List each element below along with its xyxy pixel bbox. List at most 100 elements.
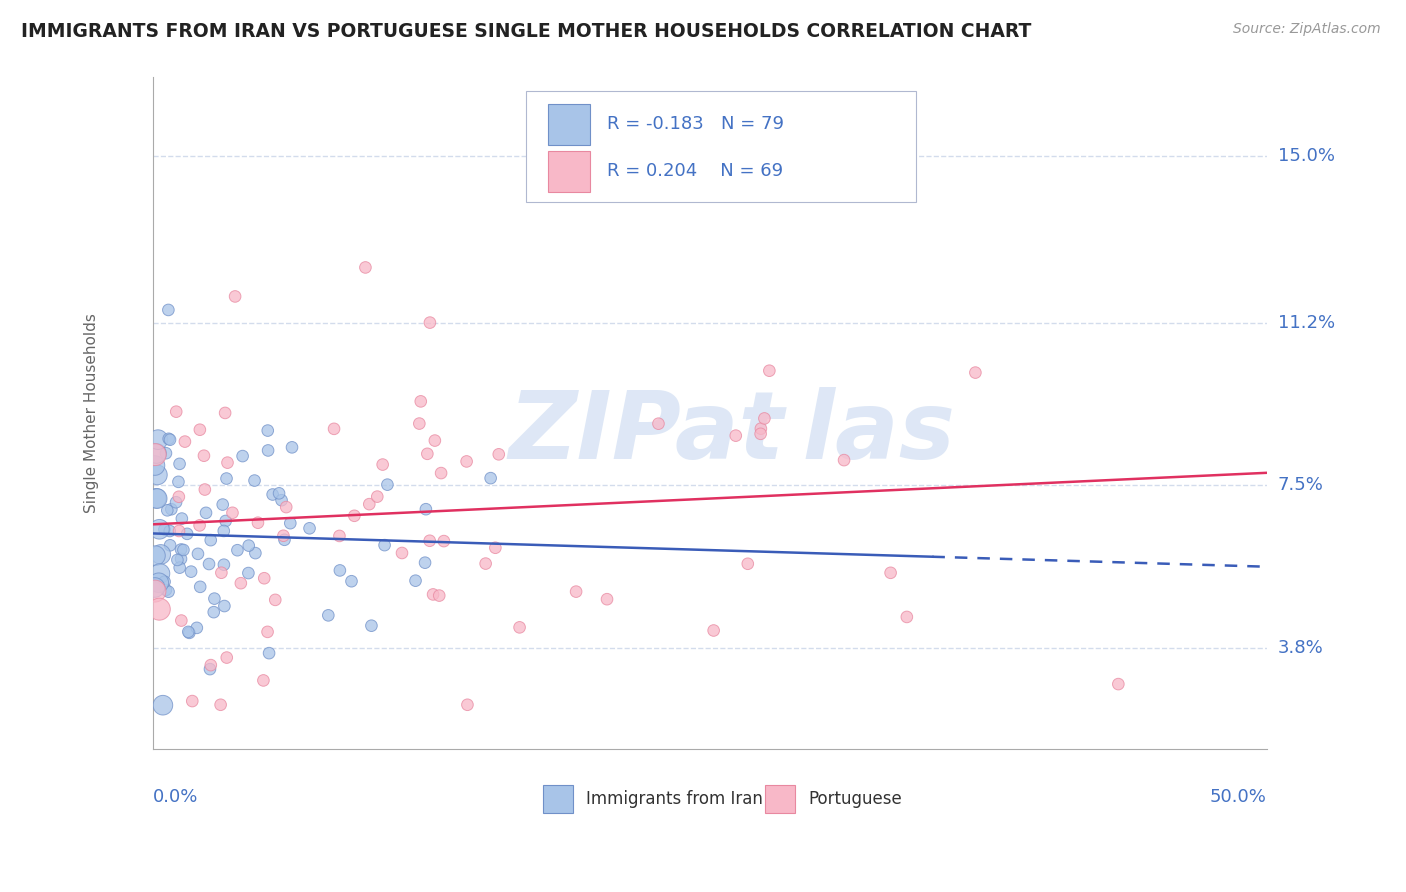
Point — [703, 624, 725, 638]
Point — [896, 610, 918, 624]
Point — [215, 650, 238, 665]
Text: R = -0.183   N = 79: R = -0.183 N = 79 — [607, 115, 785, 134]
Point — [169, 457, 191, 471]
Text: 11.2%: 11.2% — [1278, 314, 1334, 332]
Point — [832, 453, 855, 467]
Point — [359, 497, 381, 511]
Point — [374, 538, 396, 552]
Point — [204, 591, 226, 606]
Point — [214, 599, 236, 613]
Point — [145, 446, 167, 460]
Point — [200, 533, 222, 548]
Point — [409, 394, 432, 409]
Point — [262, 487, 284, 501]
Point — [172, 543, 194, 558]
Point — [200, 658, 222, 673]
Point — [229, 576, 252, 591]
Point — [180, 565, 202, 579]
Point — [270, 493, 292, 508]
Point — [419, 316, 441, 330]
Point — [170, 552, 193, 566]
Point — [596, 592, 619, 607]
Point — [156, 503, 179, 517]
Point — [565, 584, 588, 599]
Point — [415, 502, 437, 516]
Point — [737, 557, 759, 571]
Point — [214, 406, 236, 420]
Point — [167, 524, 190, 538]
Point — [177, 624, 200, 639]
Point — [257, 646, 280, 660]
Point — [238, 566, 260, 580]
Point — [273, 533, 295, 547]
Point — [422, 587, 444, 601]
Point — [212, 558, 235, 572]
Point — [170, 511, 193, 525]
Point — [153, 574, 176, 589]
Text: R = 0.204    N = 69: R = 0.204 N = 69 — [607, 162, 783, 180]
Text: 0.0%: 0.0% — [153, 788, 198, 805]
Point — [186, 621, 208, 635]
Text: 7.5%: 7.5% — [1278, 476, 1323, 494]
Point — [143, 458, 166, 473]
Point — [323, 422, 346, 436]
Point — [488, 447, 510, 461]
Point — [416, 447, 439, 461]
Point — [170, 542, 193, 557]
Point — [318, 608, 340, 623]
Point — [423, 434, 446, 448]
Point — [155, 446, 177, 460]
Point — [160, 502, 183, 516]
Point — [354, 260, 377, 275]
Point — [165, 495, 187, 509]
Point — [343, 508, 366, 523]
Point — [198, 557, 221, 571]
Point — [391, 546, 413, 560]
Point — [427, 589, 450, 603]
Point — [377, 477, 399, 491]
Point — [430, 466, 453, 480]
Point — [176, 526, 198, 541]
Point — [257, 443, 280, 458]
Point — [246, 516, 269, 530]
Point — [215, 471, 238, 485]
Point — [749, 422, 772, 436]
Point — [278, 516, 301, 531]
Point — [276, 500, 298, 514]
Point — [198, 662, 221, 676]
Text: Source: ZipAtlas.com: Source: ZipAtlas.com — [1233, 22, 1381, 37]
Point — [143, 584, 166, 599]
Point — [965, 366, 987, 380]
Point — [264, 592, 287, 607]
Point — [408, 417, 430, 431]
Point — [371, 458, 394, 472]
Point — [146, 491, 169, 506]
Point — [267, 486, 290, 500]
Point — [238, 539, 260, 553]
Point — [188, 518, 211, 533]
Text: ZIPat las: ZIPat las — [509, 387, 956, 479]
Point — [195, 506, 218, 520]
Point — [749, 426, 772, 441]
Point — [224, 289, 246, 303]
Text: Portuguese: Portuguese — [808, 790, 903, 808]
Point — [419, 533, 441, 548]
Point — [360, 618, 382, 632]
Point — [181, 694, 204, 708]
Point — [157, 584, 180, 599]
Point — [405, 574, 427, 588]
Point — [169, 560, 191, 574]
Point — [879, 566, 901, 580]
Point — [253, 571, 276, 585]
Point — [149, 566, 172, 581]
Point — [256, 424, 278, 438]
Point — [214, 514, 236, 528]
Point — [366, 490, 388, 504]
Point — [166, 553, 188, 567]
Point — [226, 543, 249, 558]
Point — [340, 574, 363, 589]
Point — [754, 411, 776, 425]
Point — [152, 698, 174, 713]
Point — [167, 490, 190, 504]
Point — [143, 581, 166, 595]
